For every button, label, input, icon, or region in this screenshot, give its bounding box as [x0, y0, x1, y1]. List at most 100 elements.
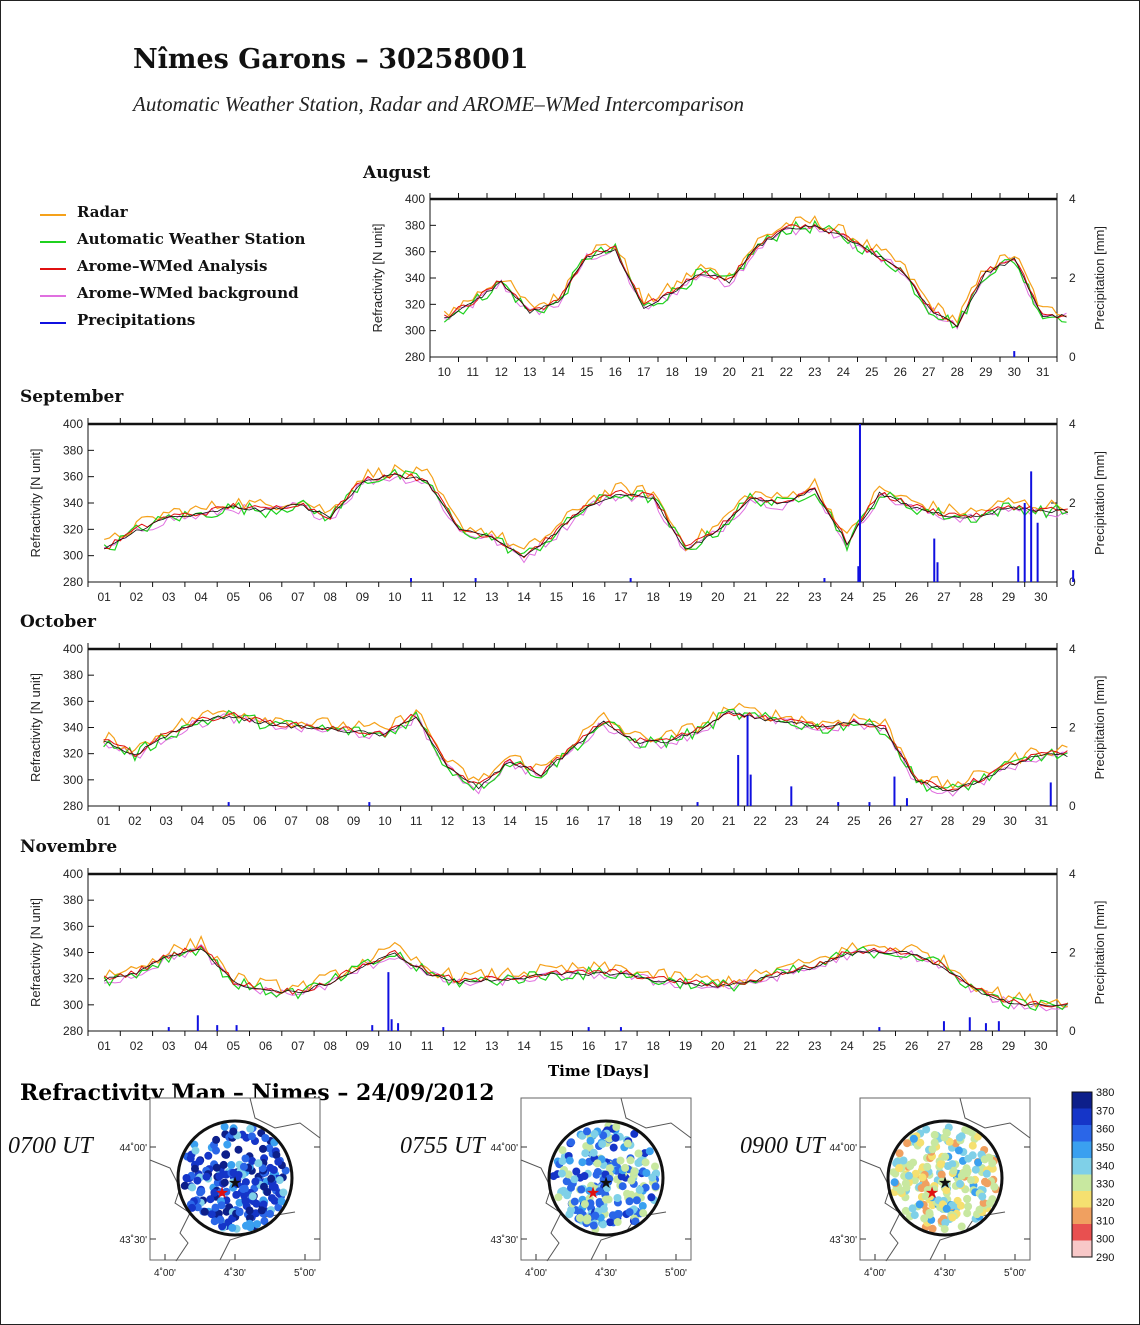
refractivity-point — [923, 1162, 932, 1171]
x-tick-label: 21 — [751, 365, 765, 379]
refractivity-point — [275, 1176, 284, 1185]
map-panel-label-0700: 0700 UT — [8, 1133, 93, 1159]
refractivity-point — [248, 1156, 257, 1165]
refractivity-point — [949, 1166, 958, 1175]
x-tick-label: 16 — [566, 814, 580, 828]
x-tick-label: 09 — [356, 1039, 370, 1053]
x-tick-label: 13 — [472, 814, 486, 828]
refractivity-point — [215, 1172, 224, 1181]
x-tick-label: 17 — [637, 365, 651, 379]
refractivity-point — [634, 1149, 643, 1158]
x-tick-label: 28 — [970, 590, 984, 604]
y2-tick-label: 2 — [1069, 946, 1076, 960]
colorbar-tick-label: 370 — [1096, 1105, 1114, 1117]
refractivity-point — [269, 1165, 278, 1174]
refractivity-point — [182, 1174, 191, 1182]
radar-range-circle — [176, 1119, 294, 1237]
x-tick-label: 25 — [873, 590, 887, 604]
refractivity-point — [910, 1211, 919, 1220]
refractivity-point — [967, 1176, 975, 1185]
refractivity-point — [212, 1163, 221, 1172]
y-tick-label: 380 — [63, 893, 83, 907]
refractivity-point — [567, 1206, 576, 1214]
refractivity-point — [937, 1177, 946, 1186]
x-tick-label: 15 — [550, 1039, 564, 1053]
boundary-line — [149, 1159, 191, 1262]
colorbar-swatch — [1072, 1092, 1092, 1109]
x-tick-label: 27 — [937, 1039, 951, 1053]
refractivity-point — [625, 1197, 634, 1206]
refractivity-point — [609, 1143, 618, 1152]
refractivity-point — [604, 1195, 613, 1204]
x-tick-label: 26 — [905, 1039, 919, 1053]
series-line-reference — [444, 225, 1067, 328]
x-tick-label: 26 — [894, 365, 908, 379]
colorbar-swatch — [1072, 1141, 1092, 1159]
series-line-radar — [103, 934, 1068, 1008]
refractivity-point — [905, 1160, 914, 1169]
refractivity-point — [893, 1157, 902, 1166]
refractivity-point — [234, 1145, 243, 1154]
refractivity-point — [921, 1192, 930, 1201]
refractivity-point — [562, 1177, 571, 1186]
x-tick-label: 06 — [259, 590, 273, 604]
refractivity-point — [229, 1127, 238, 1136]
refractivity-point — [990, 1182, 999, 1191]
map-panel-3: 44˚00' 43˚30' 4˚00' 4˚30' 5˚00' ★★ — [830, 1097, 1031, 1279]
month-label-october: October — [20, 612, 97, 632]
y2-axis-title: Precipitation [mm] — [1092, 451, 1107, 555]
y2-tick-label: 0 — [1069, 1024, 1076, 1038]
refractivity-point — [245, 1206, 254, 1215]
colorbar-tick-label: 310 — [1096, 1215, 1114, 1227]
colorbar-swatch — [1072, 1240, 1092, 1258]
refractivity-point — [963, 1209, 972, 1218]
refractivity-point — [623, 1189, 631, 1198]
legend-swatch — [40, 214, 66, 216]
refractivity-point — [239, 1185, 248, 1193]
lon-tick-label: 4˚30' — [595, 1267, 617, 1279]
refractivity-point — [971, 1165, 980, 1174]
refractivity-point — [651, 1162, 659, 1171]
lon-tick-label: 4˚30' — [934, 1267, 956, 1279]
y-tick-label: 300 — [405, 324, 425, 338]
colorbar-swatch — [1072, 1207, 1092, 1225]
refractivity-point — [589, 1221, 598, 1230]
x-tick-label: 10 — [378, 814, 392, 828]
refractivity-point — [937, 1170, 946, 1179]
x-tick-label: 05 — [227, 590, 241, 604]
colorbar-tick-label: 330 — [1096, 1179, 1114, 1191]
refractivity-point — [254, 1159, 263, 1168]
refractivity-point — [241, 1197, 250, 1205]
x-tick-label: 23 — [808, 365, 822, 379]
refractivity-point — [263, 1188, 272, 1196]
x-tick-label: 24 — [816, 814, 830, 828]
refractivity-point — [599, 1204, 608, 1213]
refractivity-point — [218, 1222, 227, 1231]
refractivity-point — [638, 1202, 647, 1210]
map-panel-1: 44˚00' 43˚30' 4˚00' 4˚30' 5˚00' ★★ — [120, 1097, 321, 1279]
refractivity-point — [631, 1217, 640, 1226]
refractivity-point — [246, 1214, 254, 1222]
refractivity-point — [267, 1174, 276, 1183]
refractivity-point — [988, 1159, 997, 1168]
legend-label: Radar — [77, 203, 128, 221]
refractivity-point — [942, 1186, 951, 1195]
refractivity-point — [911, 1169, 920, 1178]
refractivity-point — [625, 1208, 634, 1217]
refractivity-point — [968, 1151, 977, 1160]
refractivity-point — [901, 1179, 910, 1188]
refractivity-point — [576, 1214, 584, 1222]
refractivity-point — [202, 1172, 211, 1181]
refractivity-point — [930, 1138, 939, 1147]
refractivity-point — [956, 1201, 965, 1210]
lon-tick-label: 4˚00' — [154, 1267, 176, 1279]
x-tick-label: 08 — [324, 590, 338, 604]
y-tick-label: 360 — [63, 919, 83, 933]
x-tick-label: 20 — [711, 590, 725, 604]
x-tick-label: 12 — [453, 1039, 467, 1053]
refractivity-point — [193, 1176, 202, 1185]
refractivity-point — [207, 1210, 216, 1219]
x-tick-label: 18 — [666, 365, 680, 379]
x-tick-label: 17 — [597, 814, 611, 828]
